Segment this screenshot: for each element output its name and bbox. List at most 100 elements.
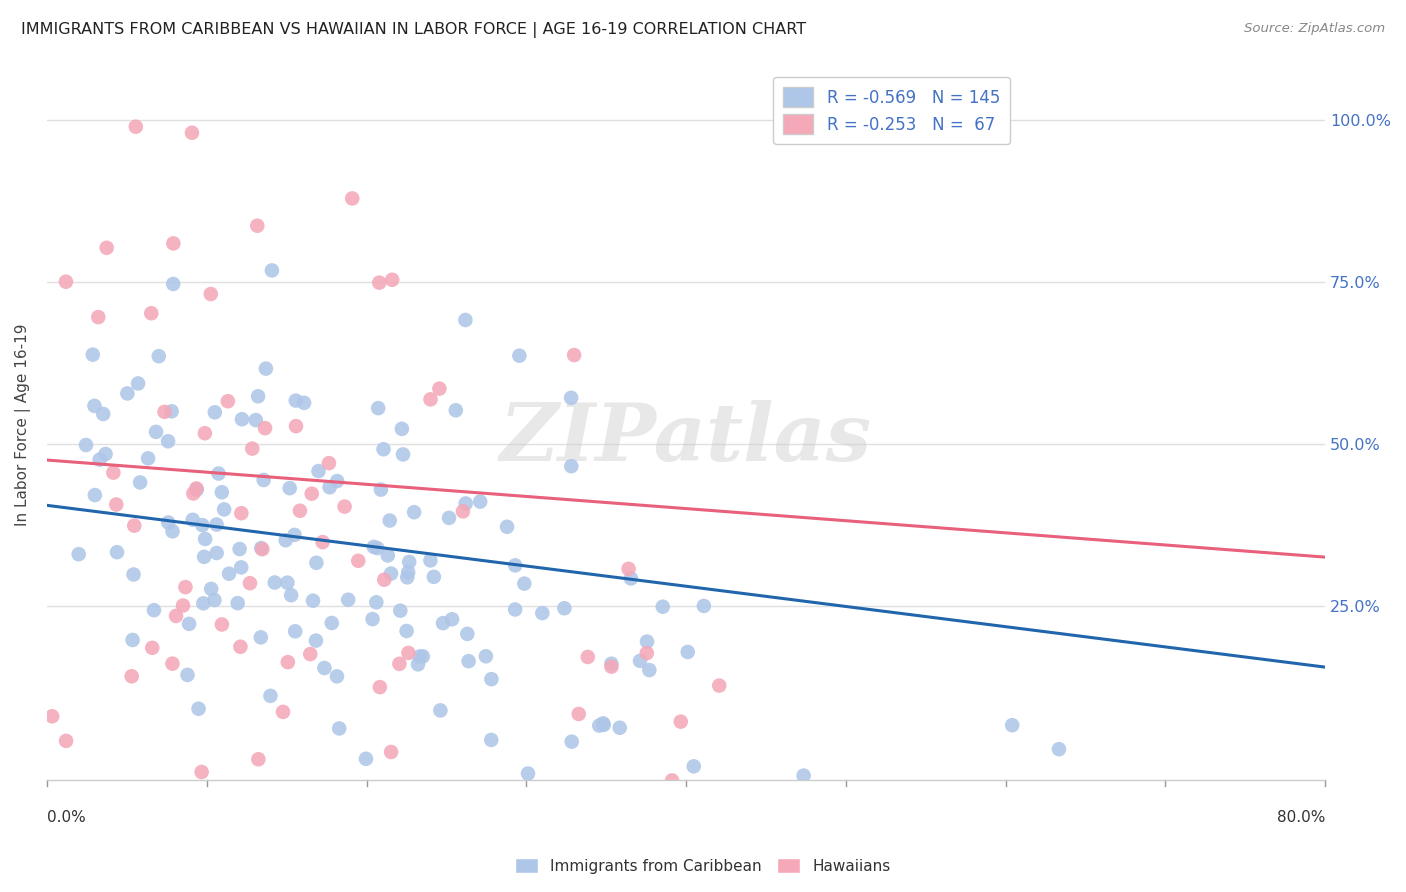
Point bbox=[194, 532, 217, 546]
Point bbox=[676, 645, 699, 659]
Point bbox=[496, 520, 519, 534]
Point bbox=[200, 287, 222, 301]
Point bbox=[240, 442, 263, 456]
Point bbox=[141, 640, 163, 655]
Point bbox=[129, 475, 152, 490]
Point bbox=[246, 219, 269, 233]
Point bbox=[190, 764, 212, 779]
Point bbox=[283, 528, 305, 542]
Point bbox=[228, 542, 250, 557]
Point bbox=[245, 413, 267, 427]
Point bbox=[292, 396, 315, 410]
Point bbox=[141, 306, 163, 320]
Point bbox=[508, 349, 530, 363]
Point bbox=[183, 486, 205, 500]
Point bbox=[211, 485, 233, 500]
Point bbox=[277, 655, 299, 669]
Point bbox=[600, 657, 623, 671]
Point bbox=[250, 631, 273, 645]
Point bbox=[419, 553, 441, 567]
Point bbox=[160, 788, 183, 802]
Point bbox=[377, 549, 399, 563]
Point bbox=[75, 438, 97, 452]
Point bbox=[609, 721, 631, 735]
Point bbox=[247, 389, 270, 403]
Point bbox=[326, 474, 349, 488]
Point bbox=[231, 506, 253, 520]
Point bbox=[553, 601, 575, 615]
Point bbox=[91, 407, 114, 421]
Point bbox=[136, 451, 159, 466]
Point bbox=[409, 649, 432, 664]
Point bbox=[479, 672, 502, 686]
Point bbox=[651, 599, 673, 614]
Point bbox=[217, 394, 239, 409]
Point bbox=[368, 680, 391, 694]
Point bbox=[560, 459, 582, 474]
Point bbox=[162, 236, 184, 251]
Point bbox=[628, 654, 651, 668]
Point bbox=[117, 386, 139, 401]
Point bbox=[636, 646, 658, 660]
Point bbox=[121, 632, 143, 647]
Point bbox=[142, 603, 165, 617]
Point bbox=[172, 599, 194, 613]
Point bbox=[205, 546, 228, 560]
Point bbox=[398, 555, 420, 569]
Point bbox=[231, 412, 253, 426]
Point bbox=[127, 376, 149, 391]
Point bbox=[389, 604, 412, 618]
Point bbox=[284, 393, 307, 408]
Point bbox=[311, 535, 333, 549]
Point bbox=[121, 669, 143, 683]
Point bbox=[330, 800, 353, 814]
Text: IMMIGRANTS FROM CARIBBEAN VS HAWAIIAN IN LABOR FORCE | AGE 16-19 CORRELATION CHA: IMMIGRANTS FROM CARIBBEAN VS HAWAIIAN IN… bbox=[21, 22, 806, 38]
Point bbox=[396, 566, 419, 580]
Point bbox=[326, 669, 349, 683]
Point bbox=[299, 647, 322, 661]
Point bbox=[187, 702, 209, 716]
Point bbox=[83, 399, 105, 413]
Point bbox=[742, 886, 765, 892]
Point bbox=[181, 126, 204, 140]
Point bbox=[404, 505, 426, 519]
Text: 80.0%: 80.0% bbox=[1277, 810, 1324, 824]
Point bbox=[211, 617, 233, 632]
Point bbox=[636, 634, 658, 648]
Point bbox=[212, 502, 235, 516]
Point bbox=[105, 545, 128, 559]
Point bbox=[370, 483, 392, 497]
Point bbox=[429, 382, 451, 396]
Point bbox=[308, 464, 330, 478]
Point bbox=[406, 657, 429, 672]
Point bbox=[205, 517, 228, 532]
Point bbox=[531, 606, 554, 620]
Point bbox=[191, 518, 214, 533]
Y-axis label: In Labor Force | Age 16-19: In Labor Force | Age 16-19 bbox=[15, 323, 31, 525]
Point bbox=[444, 403, 467, 417]
Point bbox=[429, 703, 451, 717]
Point bbox=[419, 392, 441, 407]
Point bbox=[412, 649, 434, 664]
Point bbox=[252, 542, 274, 557]
Point bbox=[318, 480, 340, 494]
Point bbox=[661, 773, 683, 788]
Point bbox=[437, 511, 460, 525]
Point bbox=[367, 401, 389, 416]
Text: ZIPatlas: ZIPatlas bbox=[501, 400, 872, 477]
Point bbox=[83, 488, 105, 502]
Point bbox=[193, 596, 215, 610]
Point bbox=[693, 599, 716, 613]
Point bbox=[617, 562, 640, 576]
Point bbox=[186, 482, 208, 496]
Point bbox=[305, 556, 328, 570]
Point bbox=[381, 273, 404, 287]
Point bbox=[204, 593, 226, 607]
Point bbox=[207, 467, 229, 481]
Point bbox=[470, 494, 492, 508]
Point bbox=[200, 582, 222, 596]
Point bbox=[162, 524, 184, 539]
Point bbox=[278, 481, 301, 495]
Point bbox=[333, 500, 356, 514]
Point bbox=[363, 540, 385, 554]
